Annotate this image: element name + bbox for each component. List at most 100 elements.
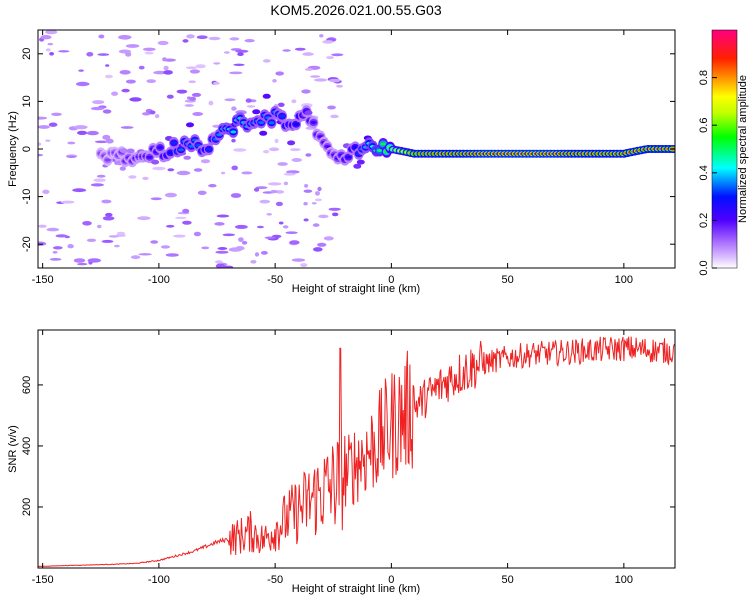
noise-blob — [241, 240, 248, 245]
noise-blob — [38, 125, 50, 129]
noise-blob — [67, 141, 76, 145]
noise-blob — [238, 237, 244, 243]
noise-blob — [184, 104, 194, 107]
noise-blob — [160, 245, 171, 249]
noise-blob — [149, 110, 156, 115]
noise-blob — [197, 190, 207, 195]
noise-blob — [130, 255, 141, 260]
noise-blob — [48, 122, 58, 127]
noise-blob — [213, 62, 221, 65]
noise-blob — [282, 49, 291, 52]
noise-blob — [189, 69, 200, 74]
noise-blob — [150, 197, 162, 201]
noise-blob — [336, 84, 344, 88]
noise-blob — [224, 51, 230, 54]
ridge-side — [353, 163, 362, 169]
x-tick-label: -50 — [267, 574, 283, 586]
noise-blob — [294, 47, 306, 51]
noise-blob — [102, 109, 112, 114]
noise-blob — [104, 74, 113, 79]
noise-blob — [214, 222, 225, 226]
noise-blob — [94, 140, 109, 144]
noise-blob — [275, 190, 285, 194]
noise-blob — [256, 225, 264, 229]
noise-blob — [291, 158, 302, 162]
noise-blob — [182, 39, 189, 43]
ridge-side — [151, 159, 160, 165]
noise-blob — [150, 240, 159, 244]
noise-blob — [244, 39, 255, 43]
noise-blob — [105, 64, 110, 67]
noise-blob — [241, 171, 253, 175]
ridge-core — [157, 146, 164, 149]
ridge-core — [258, 121, 265, 125]
spectrogram-y-label: Frequency (Hz) — [7, 111, 19, 187]
noise-blob — [116, 231, 126, 236]
noise-blob — [215, 250, 229, 254]
ridge-side — [356, 159, 365, 165]
snr-y-label: SNR (v/v) — [7, 425, 19, 473]
noise-blob — [163, 70, 173, 75]
noise-blob — [245, 98, 252, 103]
ridge-side — [262, 93, 271, 99]
noise-blob — [105, 212, 113, 217]
spectrogram-x-label: Height of straight line (km) — [292, 283, 420, 295]
noise-blob — [231, 165, 238, 171]
ridge-core — [104, 158, 111, 162]
noise-blob — [45, 30, 58, 35]
noise-blob — [319, 34, 324, 38]
noise-blob — [102, 216, 115, 221]
noise-blob — [235, 49, 249, 53]
noise-blob — [291, 99, 297, 104]
noise-blob — [49, 258, 62, 261]
noise-blob — [305, 153, 312, 157]
colorbar-tick-label: 0.8 — [698, 70, 710, 85]
x-tick-label: -100 — [148, 274, 170, 286]
noise-blob — [246, 105, 256, 108]
noise-blob — [46, 227, 60, 232]
noise-blob — [332, 212, 339, 217]
ridge-core — [268, 121, 275, 125]
noise-blob — [275, 201, 283, 207]
noise-blob — [230, 193, 242, 198]
ridge-core — [352, 145, 359, 149]
y-tick-label: -10 — [21, 189, 33, 205]
noise-blob — [254, 187, 260, 192]
noise-blob — [38, 142, 42, 146]
colorbar-tick-label: 0.6 — [698, 118, 710, 133]
noise-blob — [267, 182, 282, 186]
y-tick-label: 400 — [21, 437, 33, 455]
ridge-core — [345, 155, 352, 159]
noise-blob — [47, 42, 54, 46]
ridge-side — [102, 134, 111, 140]
snr-panel: -150 -100 -50 0 50 100 200 400 600 Height of str… — [7, 329, 676, 595]
noise-blob — [313, 247, 323, 252]
noise-blob — [266, 213, 273, 216]
ridge-side — [126, 148, 135, 154]
noise-blob — [183, 155, 191, 160]
noise-blob — [282, 225, 289, 229]
noise-blob — [228, 247, 242, 252]
noise-blob — [75, 81, 90, 87]
noise-blob — [157, 40, 169, 46]
noise-blob — [87, 258, 102, 263]
noise-blob — [317, 186, 322, 192]
noise-blob — [318, 214, 329, 219]
noise-blob — [166, 94, 174, 99]
noise-blob — [221, 171, 226, 175]
noise-blob — [188, 80, 196, 84]
noise-blob — [137, 216, 151, 221]
noise-blob — [263, 59, 271, 63]
noise-blob — [291, 258, 306, 262]
noise-blob — [289, 148, 301, 152]
noise-blob — [98, 34, 105, 39]
noise-blob — [192, 112, 204, 116]
noise-blob — [175, 216, 187, 220]
noise-blob — [229, 71, 243, 75]
noise-blob — [289, 240, 300, 245]
noise-blob — [196, 35, 208, 39]
noise-blob — [90, 106, 105, 111]
noise-blob — [45, 139, 51, 142]
